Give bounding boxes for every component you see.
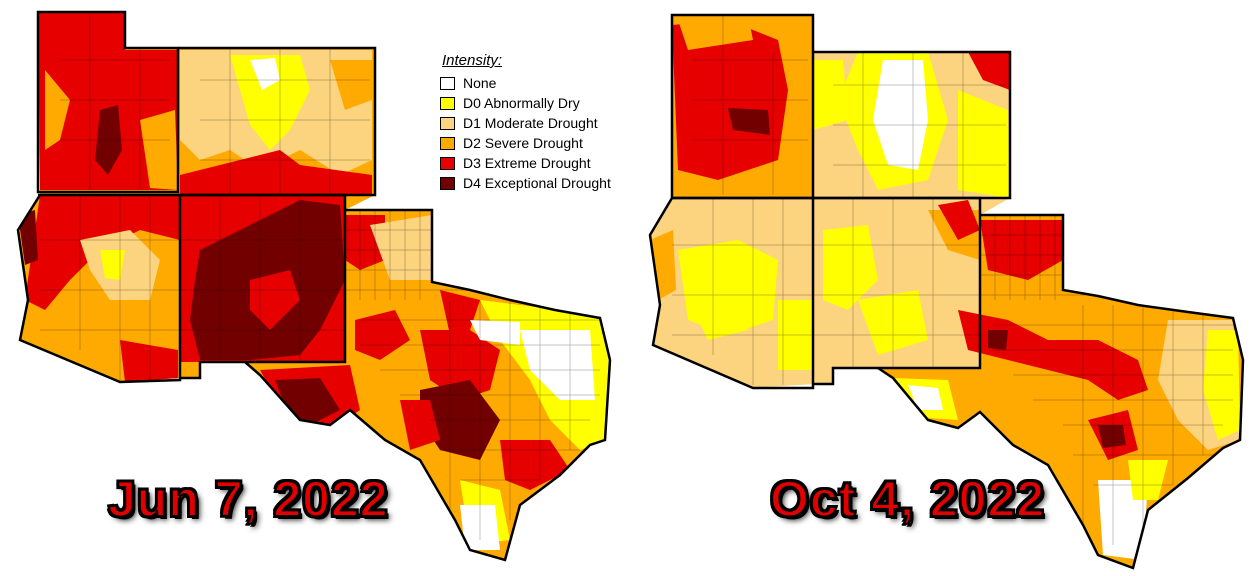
legend-swatch (440, 176, 455, 190)
date-label-oct: Oct 4, 2022 (769, 470, 1046, 528)
drought-map-oct (648, 13, 1245, 570)
legend-item-d3: D3 Extreme Drought (440, 153, 611, 173)
legend-swatch (440, 136, 455, 150)
legend-item-d0: D0 Abnormally Dry (440, 93, 611, 113)
legend-label: D3 Extreme Drought (463, 155, 591, 171)
legend-title: Intensity: (442, 52, 503, 69)
legend-item-d1: D1 Moderate Drought (440, 113, 611, 133)
legend-item-d4: D4 Exceptional Drought (440, 173, 611, 193)
legend-swatch (440, 156, 455, 170)
legend-swatch (440, 116, 455, 130)
legend-label: D0 Abnormally Dry (463, 95, 580, 111)
legend-swatch (440, 76, 455, 90)
drought-map-jun (16, 10, 612, 562)
legend: Intensity: None D0 Abnormally Dry D1 Mod… (440, 52, 611, 193)
legend-label: None (463, 75, 497, 91)
legend-swatch (440, 96, 455, 110)
legend-label: D2 Severe Drought (463, 135, 583, 151)
date-label-jun: Jun 7, 2022 (107, 470, 389, 528)
legend-label: D4 Exceptional Drought (463, 175, 611, 191)
legend-item-none: None (440, 73, 611, 93)
legend-label: D1 Moderate Drought (463, 115, 598, 131)
legend-item-d2: D2 Severe Drought (440, 133, 611, 153)
